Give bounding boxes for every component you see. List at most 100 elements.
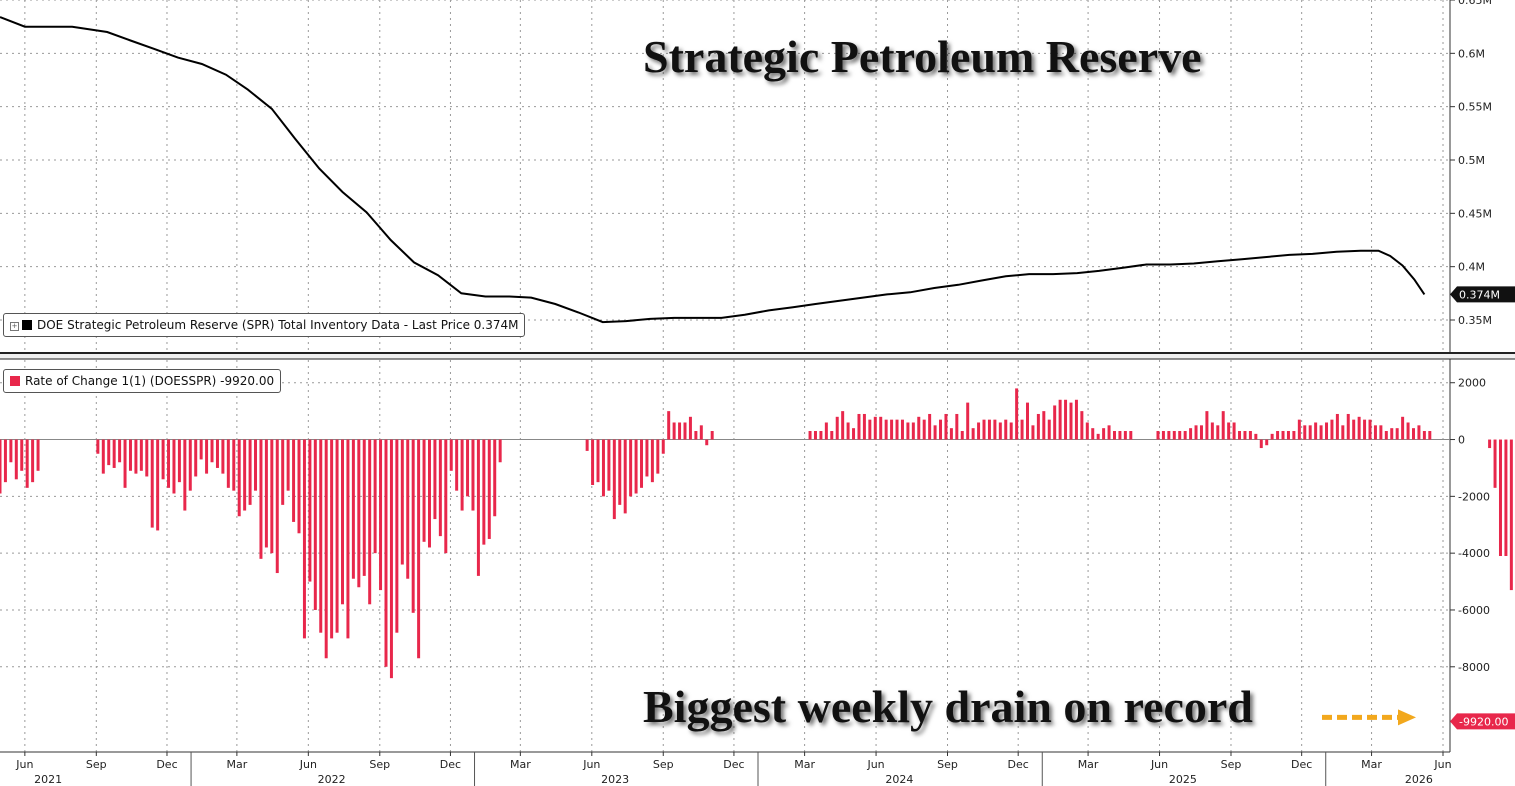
bar <box>1047 419 1051 440</box>
bar <box>449 439 453 471</box>
bar <box>1254 433 1258 440</box>
x-year-label: 2025 <box>1169 773 1197 786</box>
legend-inventory: + DOE Strategic Petroleum Reserve (SPR) T… <box>3 313 526 337</box>
bar <box>1373 425 1377 440</box>
bar <box>161 439 165 480</box>
bar <box>205 439 209 474</box>
bar <box>1123 431 1127 440</box>
bar <box>846 422 850 440</box>
expand-toggle-icon[interactable]: + <box>10 322 19 331</box>
bar <box>987 419 991 440</box>
bar <box>1031 425 1035 440</box>
bar <box>422 439 426 542</box>
bar <box>857 413 861 440</box>
bar <box>493 439 497 517</box>
x-tick-label: Mar <box>510 758 531 771</box>
y-tick-label: 0.65M <box>1458 0 1492 7</box>
bar <box>607 439 611 491</box>
bar <box>177 439 181 483</box>
bar <box>852 428 856 440</box>
bar <box>1379 425 1383 440</box>
inventory-line <box>0 16 1426 324</box>
bar <box>1194 425 1198 440</box>
y-tick-label: -8000 <box>1458 661 1490 674</box>
bar <box>944 413 948 440</box>
x-tick-label: Jun <box>1150 758 1168 771</box>
bar <box>210 439 214 463</box>
bar <box>841 411 845 440</box>
last-value-badge-inventory-background <box>1450 286 1515 303</box>
bar <box>0 439 2 494</box>
bar <box>1232 422 1236 440</box>
x-tick-label: Sep <box>369 758 390 771</box>
y-tick-label: 0 <box>1458 434 1465 447</box>
bar <box>107 439 111 466</box>
y-tick-label: 0.35M <box>1458 314 1492 327</box>
bar <box>1493 439 1497 488</box>
bar <box>123 439 127 488</box>
bar <box>835 416 839 440</box>
bar <box>694 431 698 440</box>
bar <box>1020 419 1024 440</box>
x-year-label: 2023 <box>601 773 629 786</box>
y-tick-label: -4000 <box>1458 547 1490 560</box>
bar <box>591 439 595 485</box>
bar <box>612 439 616 520</box>
x-year-label: 2022 <box>318 773 346 786</box>
bar <box>476 439 480 576</box>
bar <box>890 419 894 440</box>
bar <box>819 431 823 440</box>
bar <box>96 439 100 454</box>
bar <box>1363 419 1367 440</box>
bar <box>884 419 888 440</box>
bar <box>1319 425 1323 440</box>
panel-divider-band <box>0 353 1515 359</box>
bar <box>824 422 828 440</box>
bar <box>1335 413 1339 440</box>
bar <box>313 439 317 610</box>
bar <box>134 439 138 474</box>
bar <box>960 431 964 440</box>
bar <box>1390 428 1394 440</box>
bar <box>585 439 589 451</box>
callout-text: Biggest weekly drain on record <box>643 681 1253 732</box>
bar <box>1167 431 1171 440</box>
bar <box>1053 405 1057 440</box>
bar <box>118 439 122 463</box>
bar <box>150 439 154 528</box>
bar <box>232 439 236 491</box>
bar <box>1325 422 1329 440</box>
bar <box>1221 411 1225 440</box>
x-tick-label: Mar <box>1078 758 1099 771</box>
bar <box>645 439 649 477</box>
bar <box>1286 431 1290 440</box>
bar <box>264 439 268 548</box>
bar <box>248 439 252 505</box>
bar <box>254 439 258 491</box>
bar <box>368 439 372 605</box>
bar <box>25 439 29 488</box>
bar <box>237 439 241 517</box>
bar <box>1091 428 1095 440</box>
bar <box>1292 431 1296 440</box>
bar <box>1205 411 1209 440</box>
bar <box>672 422 676 440</box>
bar <box>678 422 682 440</box>
x-tick-label: Dec <box>1291 758 1312 771</box>
bar <box>813 431 817 440</box>
bar <box>270 439 274 554</box>
bar <box>466 439 470 497</box>
bar <box>357 439 361 588</box>
bar <box>292 439 296 522</box>
x-tick-label: Mar <box>226 758 247 771</box>
bar <box>411 439 415 613</box>
bar <box>1112 431 1116 440</box>
x-tick-label: Jun <box>1433 758 1451 771</box>
bar <box>971 428 975 440</box>
legend-rate-of-change: Rate of Change 1(1) (DOESSPR) -9920.00 <box>3 369 282 393</box>
bar <box>498 439 502 463</box>
bar <box>1395 428 1399 440</box>
x-tick-label: Mar <box>1361 758 1382 771</box>
bar <box>335 439 339 633</box>
legend-rate-label: Rate of Change 1(1) (DOESSPR) -9920.00 <box>25 374 275 388</box>
